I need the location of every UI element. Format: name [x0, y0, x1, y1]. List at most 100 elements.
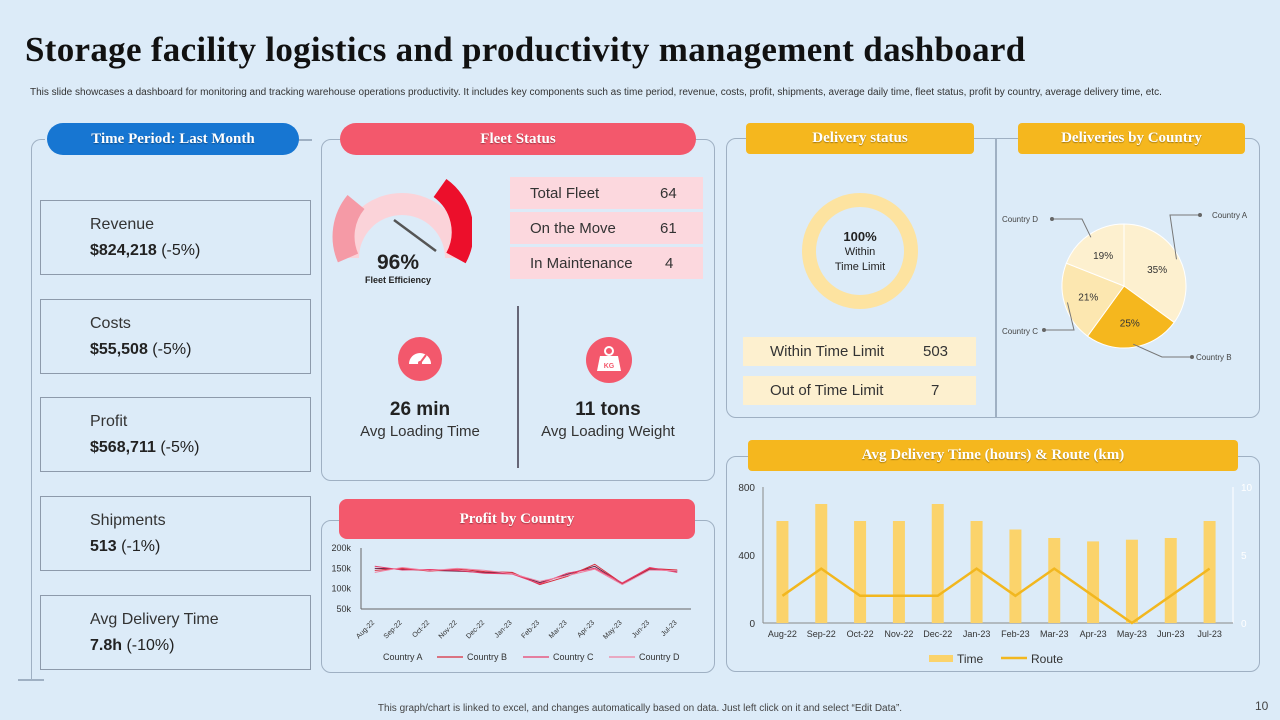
- delivery-row-value: 7: [931, 382, 940, 399]
- delivery-row-out: Out of Time Limit 7: [743, 376, 976, 405]
- kpi-revenue: Revenue $824,218 (-5%): [40, 200, 311, 275]
- delivery-x-tick: May-23: [1117, 629, 1147, 639]
- pie-category-label: Country D: [1002, 215, 1038, 224]
- profit-by-country-header: Profit by Country: [339, 499, 695, 539]
- profit-y-tick: 100k: [331, 584, 351, 594]
- delivery-row-label: Within Time Limit: [770, 343, 885, 360]
- fleet-row-total: Total Fleet 64: [510, 177, 703, 209]
- kpi-value: 7.8h (-10%): [90, 637, 175, 654]
- profit-series-line: [374, 567, 678, 586]
- page-number: 10: [1255, 699, 1269, 713]
- pie-leader-dot: [1050, 217, 1054, 221]
- kpi-label: Revenue: [90, 216, 155, 233]
- profit-x-tick: Dec-22: [465, 619, 486, 640]
- fleet-status-header: Fleet Status: [340, 123, 696, 155]
- delivery-bar: [815, 504, 828, 623]
- delivery-bar: [931, 504, 944, 623]
- fleet-row-label: Total Fleet: [530, 184, 600, 202]
- pie-leader-line: [1169, 214, 1200, 260]
- pie-leader-dot: [1042, 328, 1046, 332]
- delivery-x-tick: Jan-23: [963, 629, 991, 639]
- pie-category-label: Country C: [1002, 327, 1038, 336]
- pie-data-label: 21%: [1078, 292, 1098, 303]
- page-title: Storage facility logistics and productiv…: [25, 30, 1026, 69]
- pie-category-label: Country A: [1212, 211, 1248, 220]
- pie-slice-country-c: [1061, 262, 1125, 337]
- pie-leader-line: [1044, 302, 1075, 331]
- kpi-label: Profit: [90, 413, 128, 430]
- fleet-divider: [517, 306, 519, 468]
- loading-weight-label: Avg Loading Weight: [541, 423, 675, 440]
- profit-x-tick: Mar-23: [548, 619, 569, 640]
- time-period-pill[interactable]: Time Period: Last Month: [47, 123, 299, 155]
- weight-icon: KG: [586, 337, 632, 383]
- profit-series-line: [374, 565, 678, 585]
- profit-legend-label: Country A: [383, 652, 423, 662]
- fleet-row-maintenance: In Maintenance 4: [510, 247, 703, 279]
- profit-x-tick: Sep-22: [383, 619, 404, 640]
- delivery-x-tick: Jul-23: [1197, 629, 1222, 639]
- profit-x-tick: Feb-23: [521, 619, 542, 640]
- profit-y-tick: 150k: [331, 563, 351, 573]
- delivery-x-tick: Dec-22: [923, 629, 952, 639]
- delivery-bar: [1048, 538, 1061, 623]
- delivery-ring-line2: Time Limit: [834, 261, 886, 273]
- profit-x-tick: Jan-23: [494, 619, 514, 639]
- loading-time-value: 26 min: [389, 399, 451, 420]
- delivery-x-tick: Nov-22: [884, 629, 913, 639]
- delivery-bar: [854, 521, 867, 623]
- delivery-bar: [970, 521, 983, 623]
- kpi-label: Shipments: [90, 512, 166, 529]
- profit-y-tick: 50k: [336, 604, 351, 614]
- legend-time-swatch: [929, 655, 953, 662]
- delivery-x-tick: Jun-23: [1157, 629, 1185, 639]
- deliveries-by-country-header: Deliveries by Country: [1018, 123, 1245, 154]
- gauge-fill-arc: [433, 179, 472, 264]
- pie-slice-country-a: [1123, 223, 1187, 324]
- left-bracket-line: [298, 139, 312, 141]
- avg-delivery-header: Avg Delivery Time (hours) & Route (km): [748, 440, 1238, 471]
- pie-leader-line: [1133, 343, 1192, 358]
- delivery-divider: [995, 138, 997, 418]
- fleet-efficiency-value: 96%: [376, 251, 420, 274]
- delivery-bar: [892, 521, 905, 623]
- kpi-costs: Costs $55,508 (-5%): [40, 299, 311, 374]
- page-description: This slide showcases a dashboard for mon…: [30, 87, 1162, 98]
- profit-legend-label: Country C: [553, 652, 594, 662]
- delivery-row-label: Out of Time Limit: [770, 382, 884, 399]
- fleet-row-value: 4: [665, 254, 674, 272]
- pie-category-label: Country B: [1196, 353, 1232, 362]
- deliveries-pie-chart: 35% Country A 25% Country B 21% Country C 19% C…: [1002, 211, 1248, 362]
- delivery-x-tick: Oct-22: [847, 629, 874, 639]
- delivery-bar: [1203, 521, 1216, 623]
- fleet-row-value: 64: [660, 184, 677, 202]
- profit-series-line: [374, 563, 678, 586]
- kpi-label: Costs: [90, 315, 131, 332]
- loading-time-label: Avg Loading Time: [360, 423, 480, 440]
- gauge-left-arc: [332, 194, 365, 263]
- delivery-ring: [802, 193, 918, 309]
- profit-legend-label: Country D: [639, 652, 680, 662]
- pie-data-label: 19%: [1093, 251, 1113, 262]
- profit-x-tick: May-23: [602, 619, 624, 641]
- delivery-y2-tick: 0: [1241, 619, 1247, 630]
- profit-x-tick: Aug-22: [355, 619, 376, 640]
- delivery-y-tick: 800: [738, 483, 755, 494]
- fleet-row-value: 61: [660, 219, 677, 237]
- delivery-bar: [1009, 529, 1022, 623]
- gauge-needle: [393, 218, 437, 253]
- pie-slice-country-b: [1086, 285, 1175, 349]
- profit-x-tick: Oct-22: [411, 619, 431, 639]
- profit-y-tick: 200k: [331, 543, 351, 553]
- route-line: [781, 567, 1211, 625]
- delivery-bar: [1125, 539, 1138, 623]
- legend-route-label: Route: [1031, 652, 1063, 666]
- profit-x-tick: Jun-23: [631, 619, 651, 639]
- legend-time-label: Time: [957, 652, 984, 666]
- delivery-x-tick: Aug-22: [768, 629, 797, 639]
- delivery-bar: [776, 521, 789, 623]
- pie-leader-line: [1052, 218, 1092, 238]
- fleet-row-moving: On the Move 61: [510, 212, 703, 244]
- kpi-value: $55,508 (-5%): [90, 341, 192, 358]
- delivery-ring-value: 100%: [843, 229, 877, 244]
